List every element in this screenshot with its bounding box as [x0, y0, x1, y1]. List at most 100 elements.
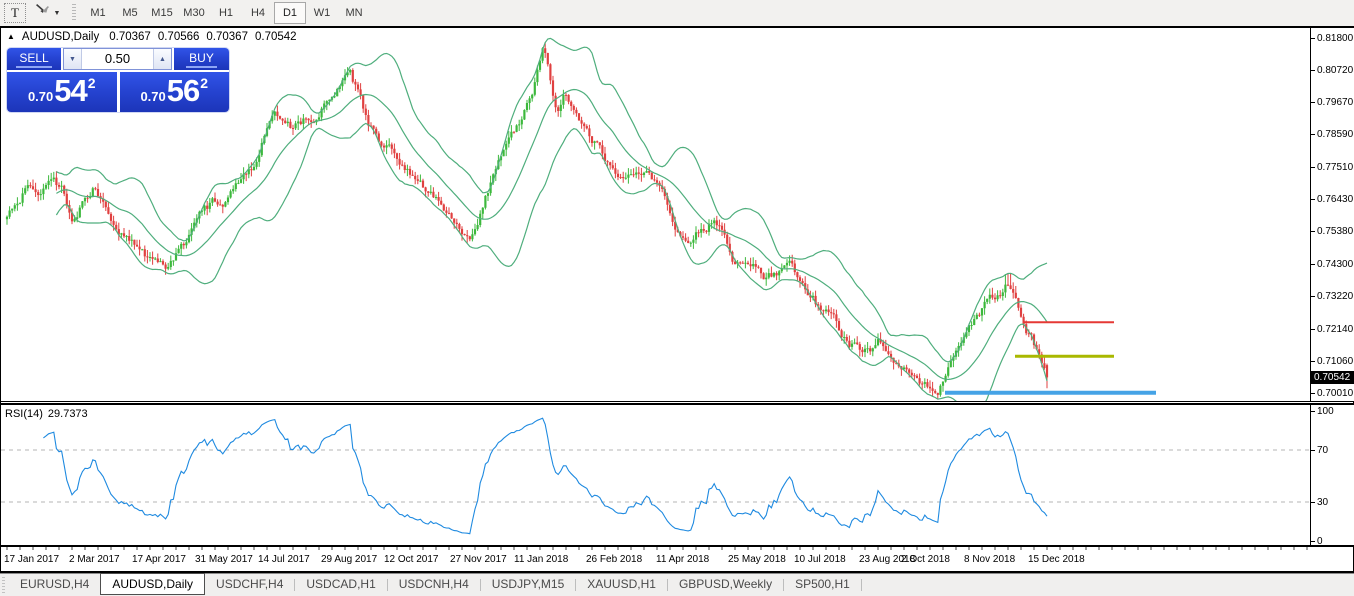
bollinger-upper — [56, 37, 1048, 363]
date-label: 2 Mar 2017 — [69, 554, 120, 565]
buy-price-button[interactable]: 0.70 56 2 — [119, 72, 229, 112]
tab-usdcad-h1[interactable]: USDCAD,H1 — [306, 577, 376, 591]
price-tick — [1311, 328, 1315, 330]
tab-xauusd-h1[interactable]: XAUUSD,H1 — [587, 577, 656, 591]
rsi-axis-label: 100 — [1317, 405, 1334, 417]
date-label: 15 Dec 2018 — [1028, 554, 1085, 565]
date-label: 2 Oct 2018 — [901, 554, 950, 565]
rsi-tick — [1311, 410, 1315, 412]
tab-divider — [575, 579, 577, 591]
rsi-axis-label: 0 — [1317, 535, 1323, 547]
sell-price-button[interactable]: 0.70 54 2 — [7, 72, 117, 112]
current-price-tag: 0.70542 — [1311, 370, 1354, 384]
rsi-tick — [1311, 540, 1315, 542]
ohlc-close: 0.70542 — [254, 30, 297, 43]
price-tick — [1311, 166, 1315, 168]
price-tick — [1311, 392, 1315, 394]
date-label: 8 Nov 2018 — [964, 554, 1016, 565]
date-label: 23 Aug 2018 — [859, 554, 916, 565]
text-tool-button[interactable]: T — [4, 3, 26, 23]
timeframe-button-h4[interactable]: H4 — [250, 7, 266, 19]
price-axis-label: 0.71060 — [1317, 356, 1354, 368]
volume-value[interactable]: 0.50 — [104, 51, 131, 66]
timeframe-button-m5[interactable]: M5 — [122, 7, 138, 19]
tab-divider — [666, 579, 668, 591]
tab-divider — [294, 579, 296, 591]
bollinger-middle — [56, 88, 1048, 381]
sell-button-label: SELL — [16, 51, 52, 68]
pane-separator[interactable] — [1, 401, 1353, 405]
price-axis-label: 0.76430 — [1317, 194, 1354, 206]
volume-stepper: ▼ 0.50 ▲ — [63, 48, 172, 70]
ohlc-low: 0.70367 — [206, 30, 248, 43]
chart-tab-bar: EURUSD,H4 AUDUSD,Daily USDCHF,H4 USDCAD,H1 U… — [0, 573, 1354, 596]
tab-gbpusd-weekly[interactable]: GBPUSD,Weekly — [678, 577, 773, 591]
timeframe-button-m15[interactable]: M15 — [151, 7, 173, 19]
timeframe-button-mn[interactable]: MN — [345, 7, 363, 19]
tab-usdcnh-h4[interactable]: USDCNH,H4 — [398, 577, 469, 591]
chevron-down-icon[interactable]: ▼ — [53, 9, 61, 17]
chart-window: ▲ AUDUSD,Daily 0.70367 0.70566 0.70367 0… — [0, 26, 1354, 573]
text-tool-icon: T — [4, 3, 26, 23]
timeframe-button-m30[interactable]: M30 — [183, 7, 205, 19]
price-chart-canvas[interactable] — [1, 28, 1310, 401]
buy-price-big: 56 — [166, 73, 200, 108]
chart-symbol: AUDUSD,Daily — [21, 30, 100, 43]
date-label: 26 Feb 2018 — [586, 554, 643, 565]
ohlc-high: 0.70566 — [157, 30, 200, 43]
price-axis[interactable]: 0.81800 0.80720 0.79670 0.78590 0.77510 0.764… — [1310, 28, 1354, 401]
price-tick — [1311, 199, 1315, 201]
price-tick — [1311, 361, 1315, 363]
date-axis[interactable]: 17 Jan 2017 2 Mar 2017 17 Apr 2017 31 May 2… — [1, 547, 1353, 571]
timeframe-button-m1[interactable]: M1 — [90, 7, 106, 19]
tab-usdchf-h4[interactable]: USDCHF,H4 — [216, 577, 284, 591]
ohlc-open: 0.70367 — [109, 30, 151, 43]
date-label: 29 Aug 2017 — [321, 554, 378, 565]
buy-button[interactable]: BUY — [174, 48, 229, 70]
rsi-tick — [1311, 501, 1315, 503]
tab-usdjpy-m15[interactable]: USDJPY,M15 — [491, 577, 565, 591]
buy-price-pip: 2 — [200, 75, 209, 91]
date-label: 11 Jan 2018 — [514, 554, 569, 565]
sell-button[interactable]: SELL — [7, 48, 61, 70]
rsi-axis[interactable]: 100 70 30 0 — [1310, 405, 1354, 547]
bollinger-lower — [55, 122, 1048, 401]
timeframe-button-w1[interactable]: W1 — [313, 7, 331, 19]
arrows-tool-button[interactable]: ▼ — [30, 3, 64, 23]
volume-decrease-button[interactable]: ▼ — [64, 49, 82, 69]
date-label: 17 Jan 2017 — [4, 554, 60, 565]
price-tick — [1311, 231, 1315, 233]
tab-divider — [386, 579, 388, 591]
date-label: 27 Nov 2017 — [450, 554, 507, 565]
price-tick — [1311, 134, 1315, 136]
timeframe-button-d1[interactable]: D1 — [274, 2, 306, 24]
price-axis-label: 0.79670 — [1317, 96, 1354, 108]
tab-sp500-h1[interactable]: SP500,H1 — [795, 577, 850, 591]
price-tick — [1311, 70, 1315, 72]
collapse-panel-icon[interactable]: ▲ — [7, 32, 15, 41]
arrows-icon — [34, 3, 51, 23]
price-axis-label: 0.80720 — [1317, 65, 1354, 77]
timeframe-button-h1[interactable]: H1 — [218, 7, 234, 19]
tab-divider — [479, 579, 481, 591]
price-tick — [1311, 296, 1315, 298]
sell-price-prefix: 0.70 — [27, 89, 54, 104]
tab-eurusd-h4[interactable]: EURUSD,H4 — [20, 577, 90, 591]
rsi-chart-canvas[interactable] — [1, 405, 1310, 545]
tab-audusd-daily[interactable]: AUDUSD,Daily — [100, 573, 206, 595]
date-label: 10 Jul 2018 — [794, 554, 846, 565]
rsi-tick — [1311, 449, 1315, 451]
tabbar-grip — [2, 577, 5, 593]
price-axis-label: 0.78590 — [1317, 129, 1354, 141]
tab-divider — [860, 579, 862, 591]
volume-increase-button[interactable]: ▲ — [153, 49, 171, 69]
date-label: 12 Oct 2017 — [384, 554, 439, 565]
one-click-trade-panel: SELL ▼ 0.50 ▲ BUY 0.70 54 2 0. — [7, 48, 229, 112]
date-label: 17 Apr 2017 — [132, 554, 186, 565]
top-toolbar: T ▼ M1 M5 M15 M30 H1 H4 D1 W1 MN — [0, 0, 1354, 26]
price-axis-label: 0.73220 — [1317, 291, 1354, 303]
toolbar-separator — [72, 4, 76, 22]
buy-button-label: BUY — [186, 51, 217, 68]
price-axis-label: 0.77510 — [1317, 161, 1354, 173]
rsi-indicator-label: RSI(14) 29.7373 — [5, 408, 93, 420]
